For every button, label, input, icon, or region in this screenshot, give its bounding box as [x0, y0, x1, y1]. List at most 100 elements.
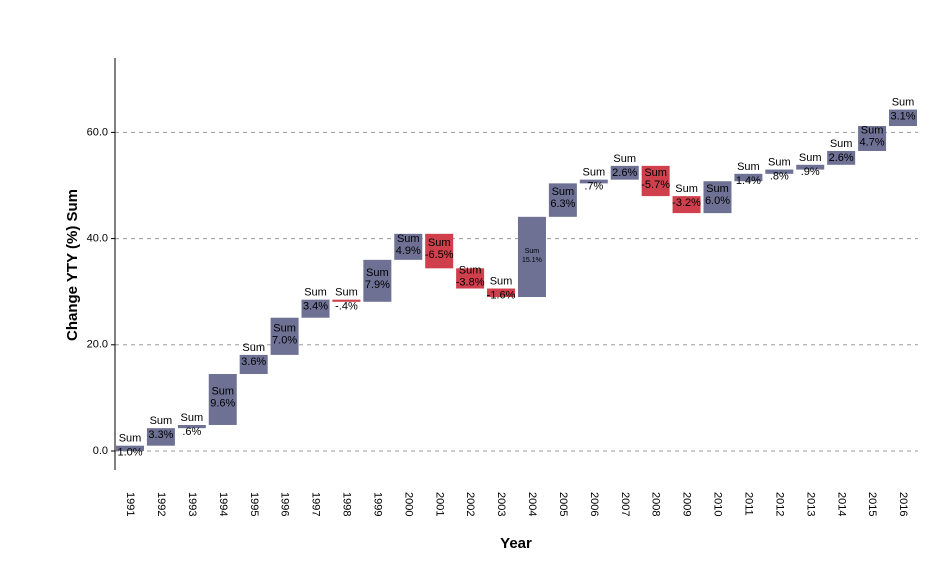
x-tick-label: 2008	[650, 492, 662, 516]
bar-value-label: 15.1%	[522, 257, 542, 264]
y-tick-label: 0.0	[93, 445, 108, 457]
bar-sum-label: Sum	[644, 167, 667, 179]
bar-value-label: 7.0%	[272, 334, 297, 346]
bar-sum-label: Sum	[428, 237, 451, 249]
x-tick-label: 1995	[248, 492, 260, 516]
bar-sum-label: Sum	[242, 342, 265, 354]
x-tick-label: 2002	[464, 492, 476, 516]
waterfall-bar	[641, 165, 670, 197]
bar-value-label: .6%	[182, 426, 201, 438]
bar-sum-label: Sum	[366, 267, 389, 279]
bar-sum-label: Sum	[211, 385, 234, 397]
waterfall-bar	[239, 354, 268, 375]
waterfall-bar	[270, 317, 299, 355]
bar-value-label: 6.0%	[705, 195, 730, 207]
bar-value-label: -5.7%	[641, 179, 670, 191]
bar-sum-label: Sum	[150, 415, 173, 427]
x-tick-label: 2000	[402, 492, 414, 516]
x-tick-label: 2006	[588, 492, 600, 516]
bar-value-label: 4.9%	[396, 245, 421, 257]
bar-sum-label: Sum	[582, 167, 605, 179]
waterfall-bar	[456, 268, 485, 289]
waterfall-bar	[734, 173, 763, 182]
bar-value-label: 2.6%	[829, 152, 854, 164]
x-tick-label: 1999	[371, 492, 383, 516]
x-tick-label: 2014	[835, 492, 847, 516]
x-tick-label: 2015	[866, 492, 878, 516]
waterfall-bar	[394, 233, 423, 260]
x-tick-label: 2011	[742, 492, 754, 516]
bar-value-label: 4.7%	[860, 137, 885, 149]
waterfall-bar	[487, 288, 516, 298]
x-tick-label: 2009	[681, 492, 693, 516]
x-tick-label: 2001	[433, 492, 445, 516]
x-tick-label: 2007	[619, 492, 631, 516]
bar-sum-label: Sum	[861, 125, 884, 137]
x-tick-label: 2010	[712, 492, 724, 516]
waterfall-bar	[332, 299, 361, 302]
grid-lines	[115, 131, 918, 452]
waterfall-bar	[548, 183, 577, 217]
bar-sum-label: Sum	[273, 322, 296, 334]
waterfall-bar	[579, 179, 608, 184]
waterfall-bar	[301, 299, 330, 318]
bar-value-label: 6.3%	[550, 198, 575, 210]
bar-sum-label: Sum	[613, 153, 636, 165]
x-tick-label: 2012	[773, 492, 785, 516]
bar-value-label: 2.6%	[612, 167, 637, 179]
bar-value-label: -3.8%	[456, 276, 485, 288]
x-tick-label: 2004	[526, 492, 538, 516]
bar-sum-label: Sum	[525, 248, 540, 255]
bar-sum-label: Sum	[119, 433, 142, 445]
bar-value-label: -3.2%	[672, 197, 701, 209]
bar-sum-label: Sum	[675, 183, 698, 195]
waterfall-bar	[146, 428, 175, 446]
waterfall-bar	[672, 196, 701, 214]
waterfall-bar	[177, 424, 206, 429]
bar-sum-label: Sum	[737, 161, 760, 173]
waterfall-bar	[889, 109, 917, 127]
x-tick-label: 1991	[124, 492, 136, 516]
bar-value-label: 1.4%	[736, 175, 761, 187]
bar-sum-label: Sum	[552, 186, 575, 198]
y-tick-label: 20.0	[87, 339, 108, 351]
y-axis-ticks: 0.0 20.0 40.0 60.0	[87, 126, 115, 457]
bars: Sum1.0%Sum3.3%Sum.6%Sum9.6%Sum3.6%Sum7.0…	[116, 97, 917, 459]
x-axis-ticks: 1991 1992 1993 1994 1995 1996 1997 1998 1999 2000…	[124, 492, 909, 516]
waterfall-bar	[765, 169, 794, 174]
waterfall-bar	[517, 216, 546, 298]
bar-sum-label: Sum	[181, 412, 204, 424]
y-tick-label: 40.0	[87, 233, 108, 245]
bar-value-label: 3.3%	[148, 429, 173, 441]
waterfall-bar	[858, 126, 887, 151]
x-tick-label: 2003	[495, 492, 507, 516]
x-tick-label: 1992	[155, 492, 167, 516]
bar-value-label: 7.9%	[365, 279, 390, 291]
bar-value-label: 9.6%	[210, 397, 235, 409]
bar-value-label: 3.1%	[890, 111, 915, 123]
waterfall-bar	[363, 259, 392, 302]
bar-value-label: .7%	[584, 181, 603, 193]
waterfall-bar	[610, 165, 639, 180]
bar-sum-label: Sum	[830, 138, 853, 150]
bar-sum-label: Sum	[459, 264, 482, 276]
x-tick-label: 1994	[217, 492, 229, 516]
bar-value-label: -6.5%	[425, 249, 454, 261]
x-axis-label: Year	[500, 535, 532, 552]
bar-value-label: .8%	[770, 171, 789, 183]
bar-value-label: -.4%	[335, 301, 358, 313]
y-tick-label: 60.0	[87, 126, 108, 138]
waterfall-bar	[796, 164, 825, 170]
waterfall-bar	[703, 181, 732, 214]
x-tick-label: 1998	[341, 492, 353, 516]
bar-sum-label: Sum	[335, 287, 358, 299]
bar-sum-label: Sum	[892, 97, 915, 109]
bar-value-label: 3.6%	[241, 356, 266, 368]
x-tick-label: 2005	[557, 492, 569, 516]
waterfall-bar	[208, 374, 237, 425]
x-tick-label: 2016	[897, 492, 909, 516]
bar-value-label: .9%	[801, 166, 820, 178]
waterfall-bar	[827, 150, 856, 165]
